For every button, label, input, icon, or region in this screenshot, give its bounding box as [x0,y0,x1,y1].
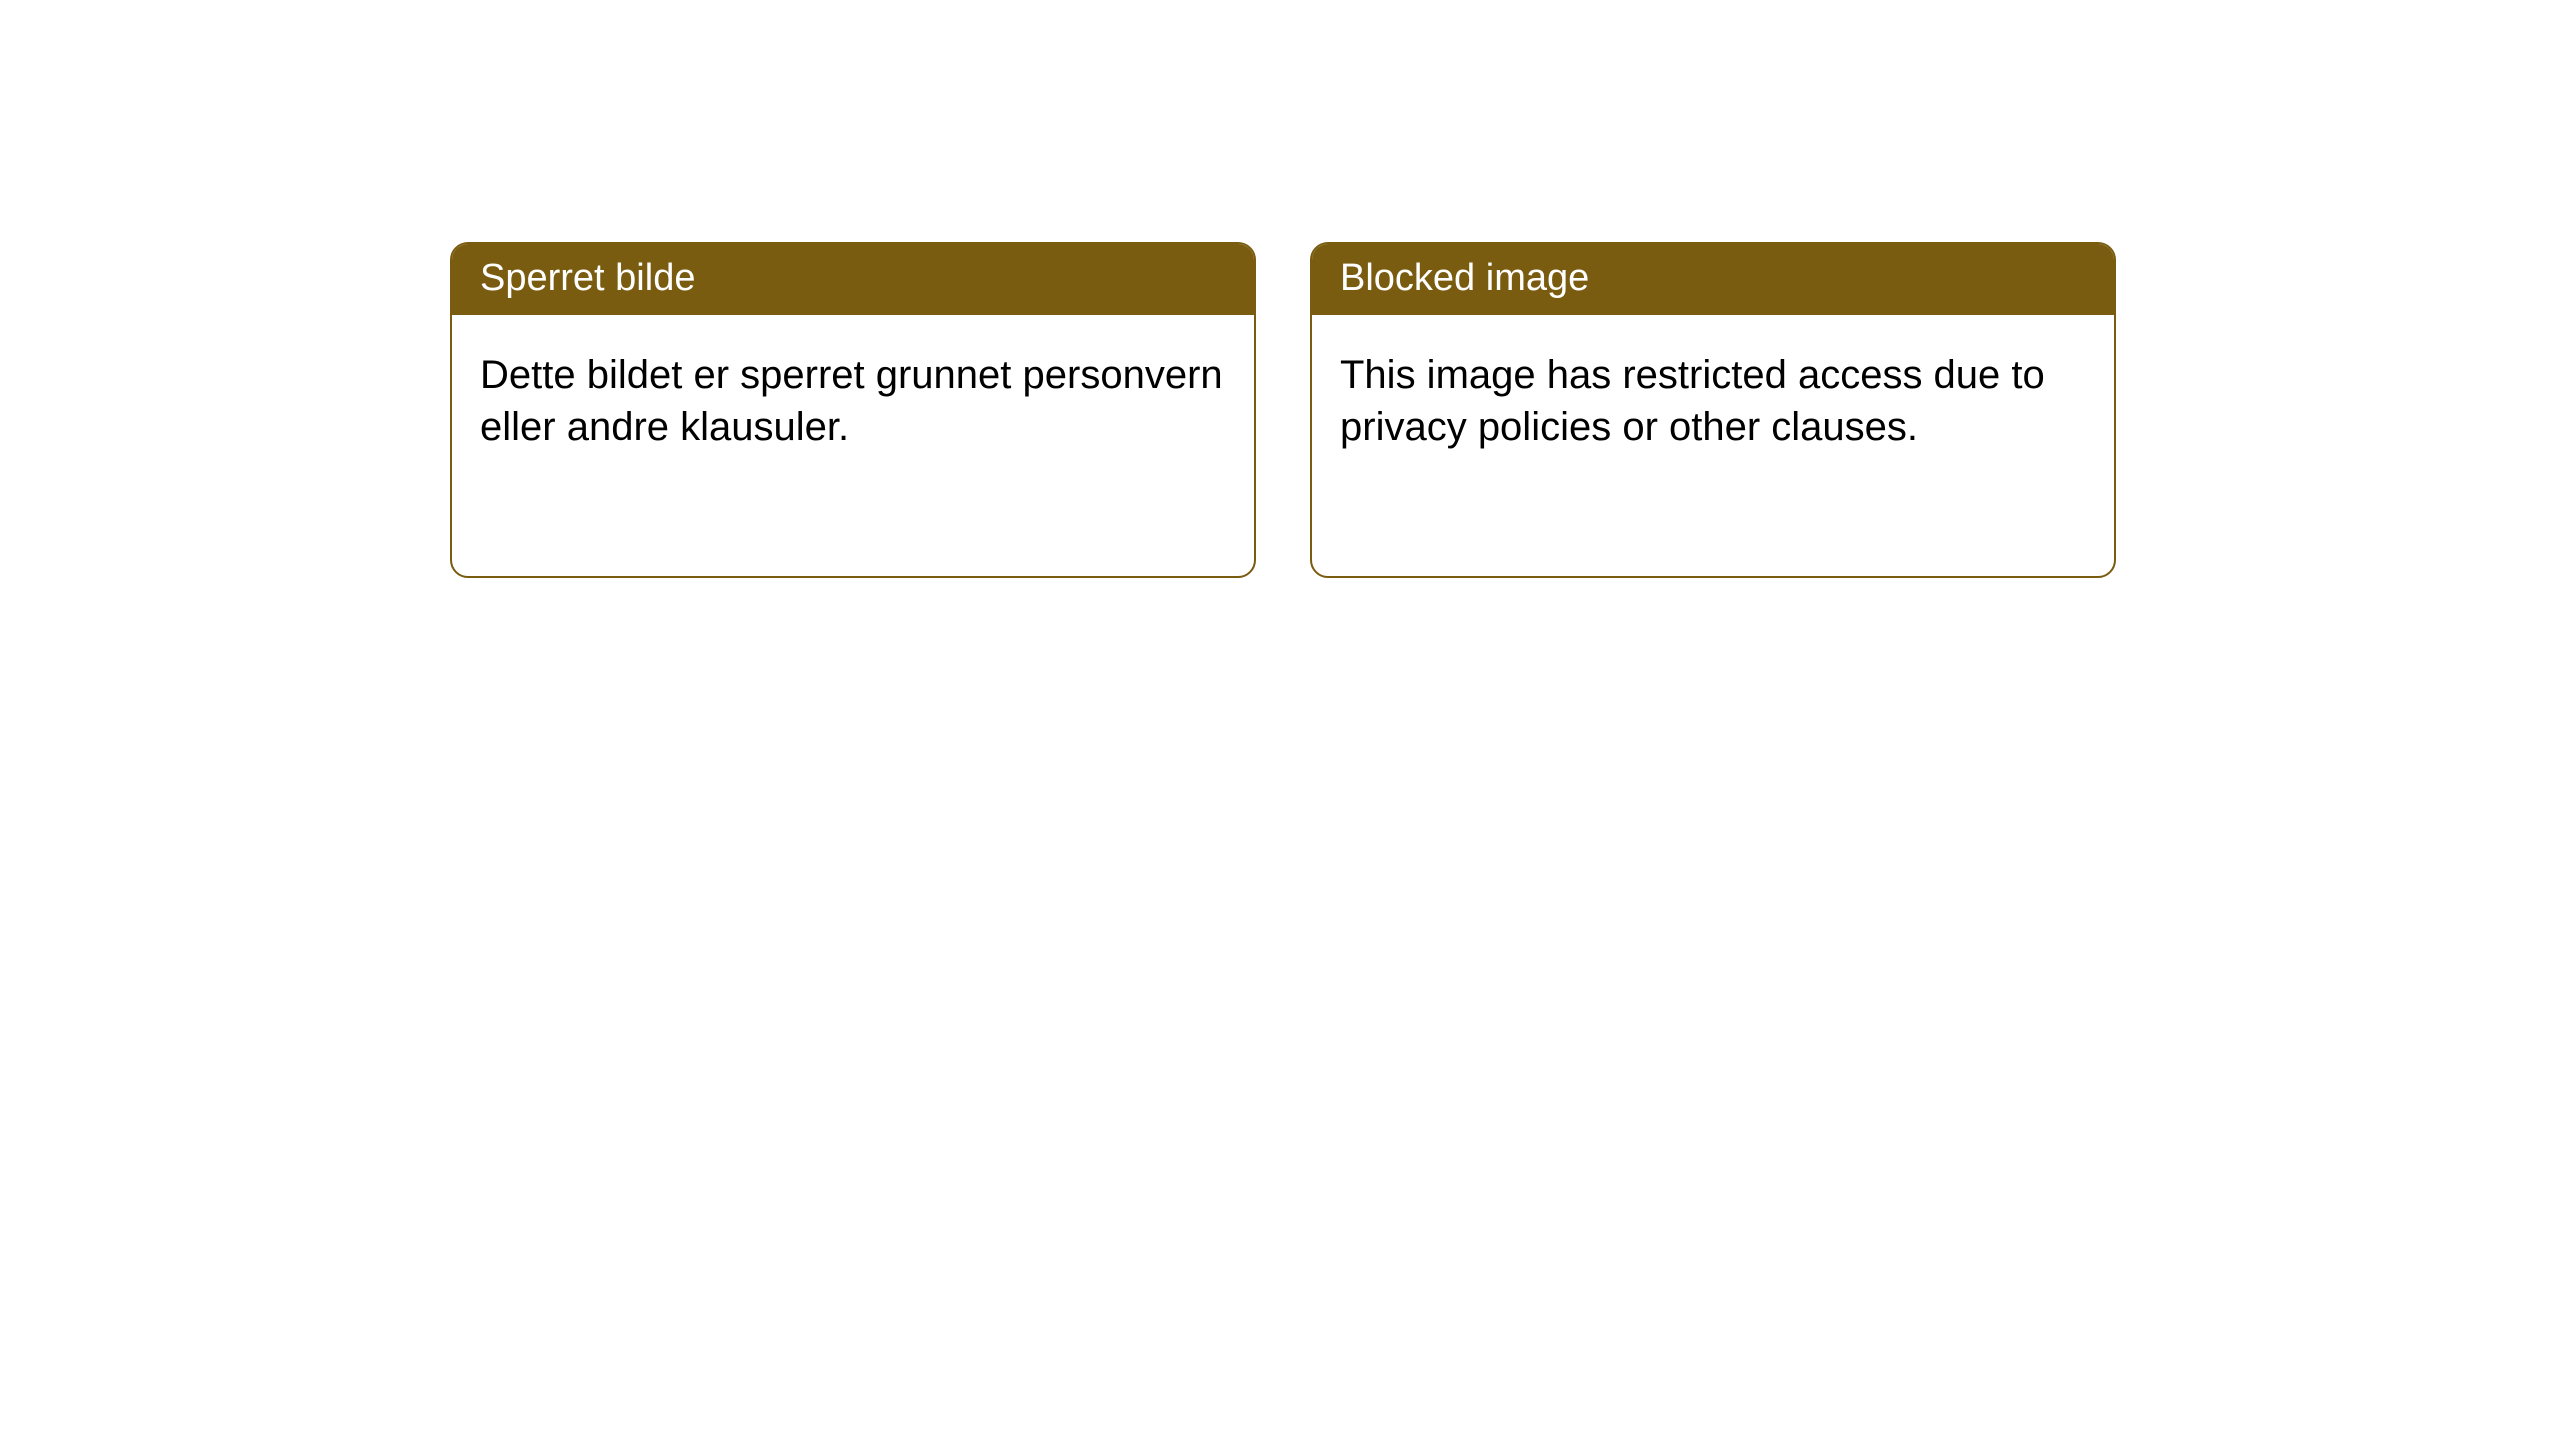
notice-card-norwegian: Sperret bilde Dette bildet er sperret gr… [450,242,1256,578]
notice-body: This image has restricted access due to … [1312,315,2114,487]
notice-card-english: Blocked image This image has restricted … [1310,242,2116,578]
notice-header: Blocked image [1312,244,2114,315]
notice-header: Sperret bilde [452,244,1254,315]
notice-container: Sperret bilde Dette bildet er sperret gr… [0,0,2560,578]
notice-body: Dette bildet er sperret grunnet personve… [452,315,1254,487]
